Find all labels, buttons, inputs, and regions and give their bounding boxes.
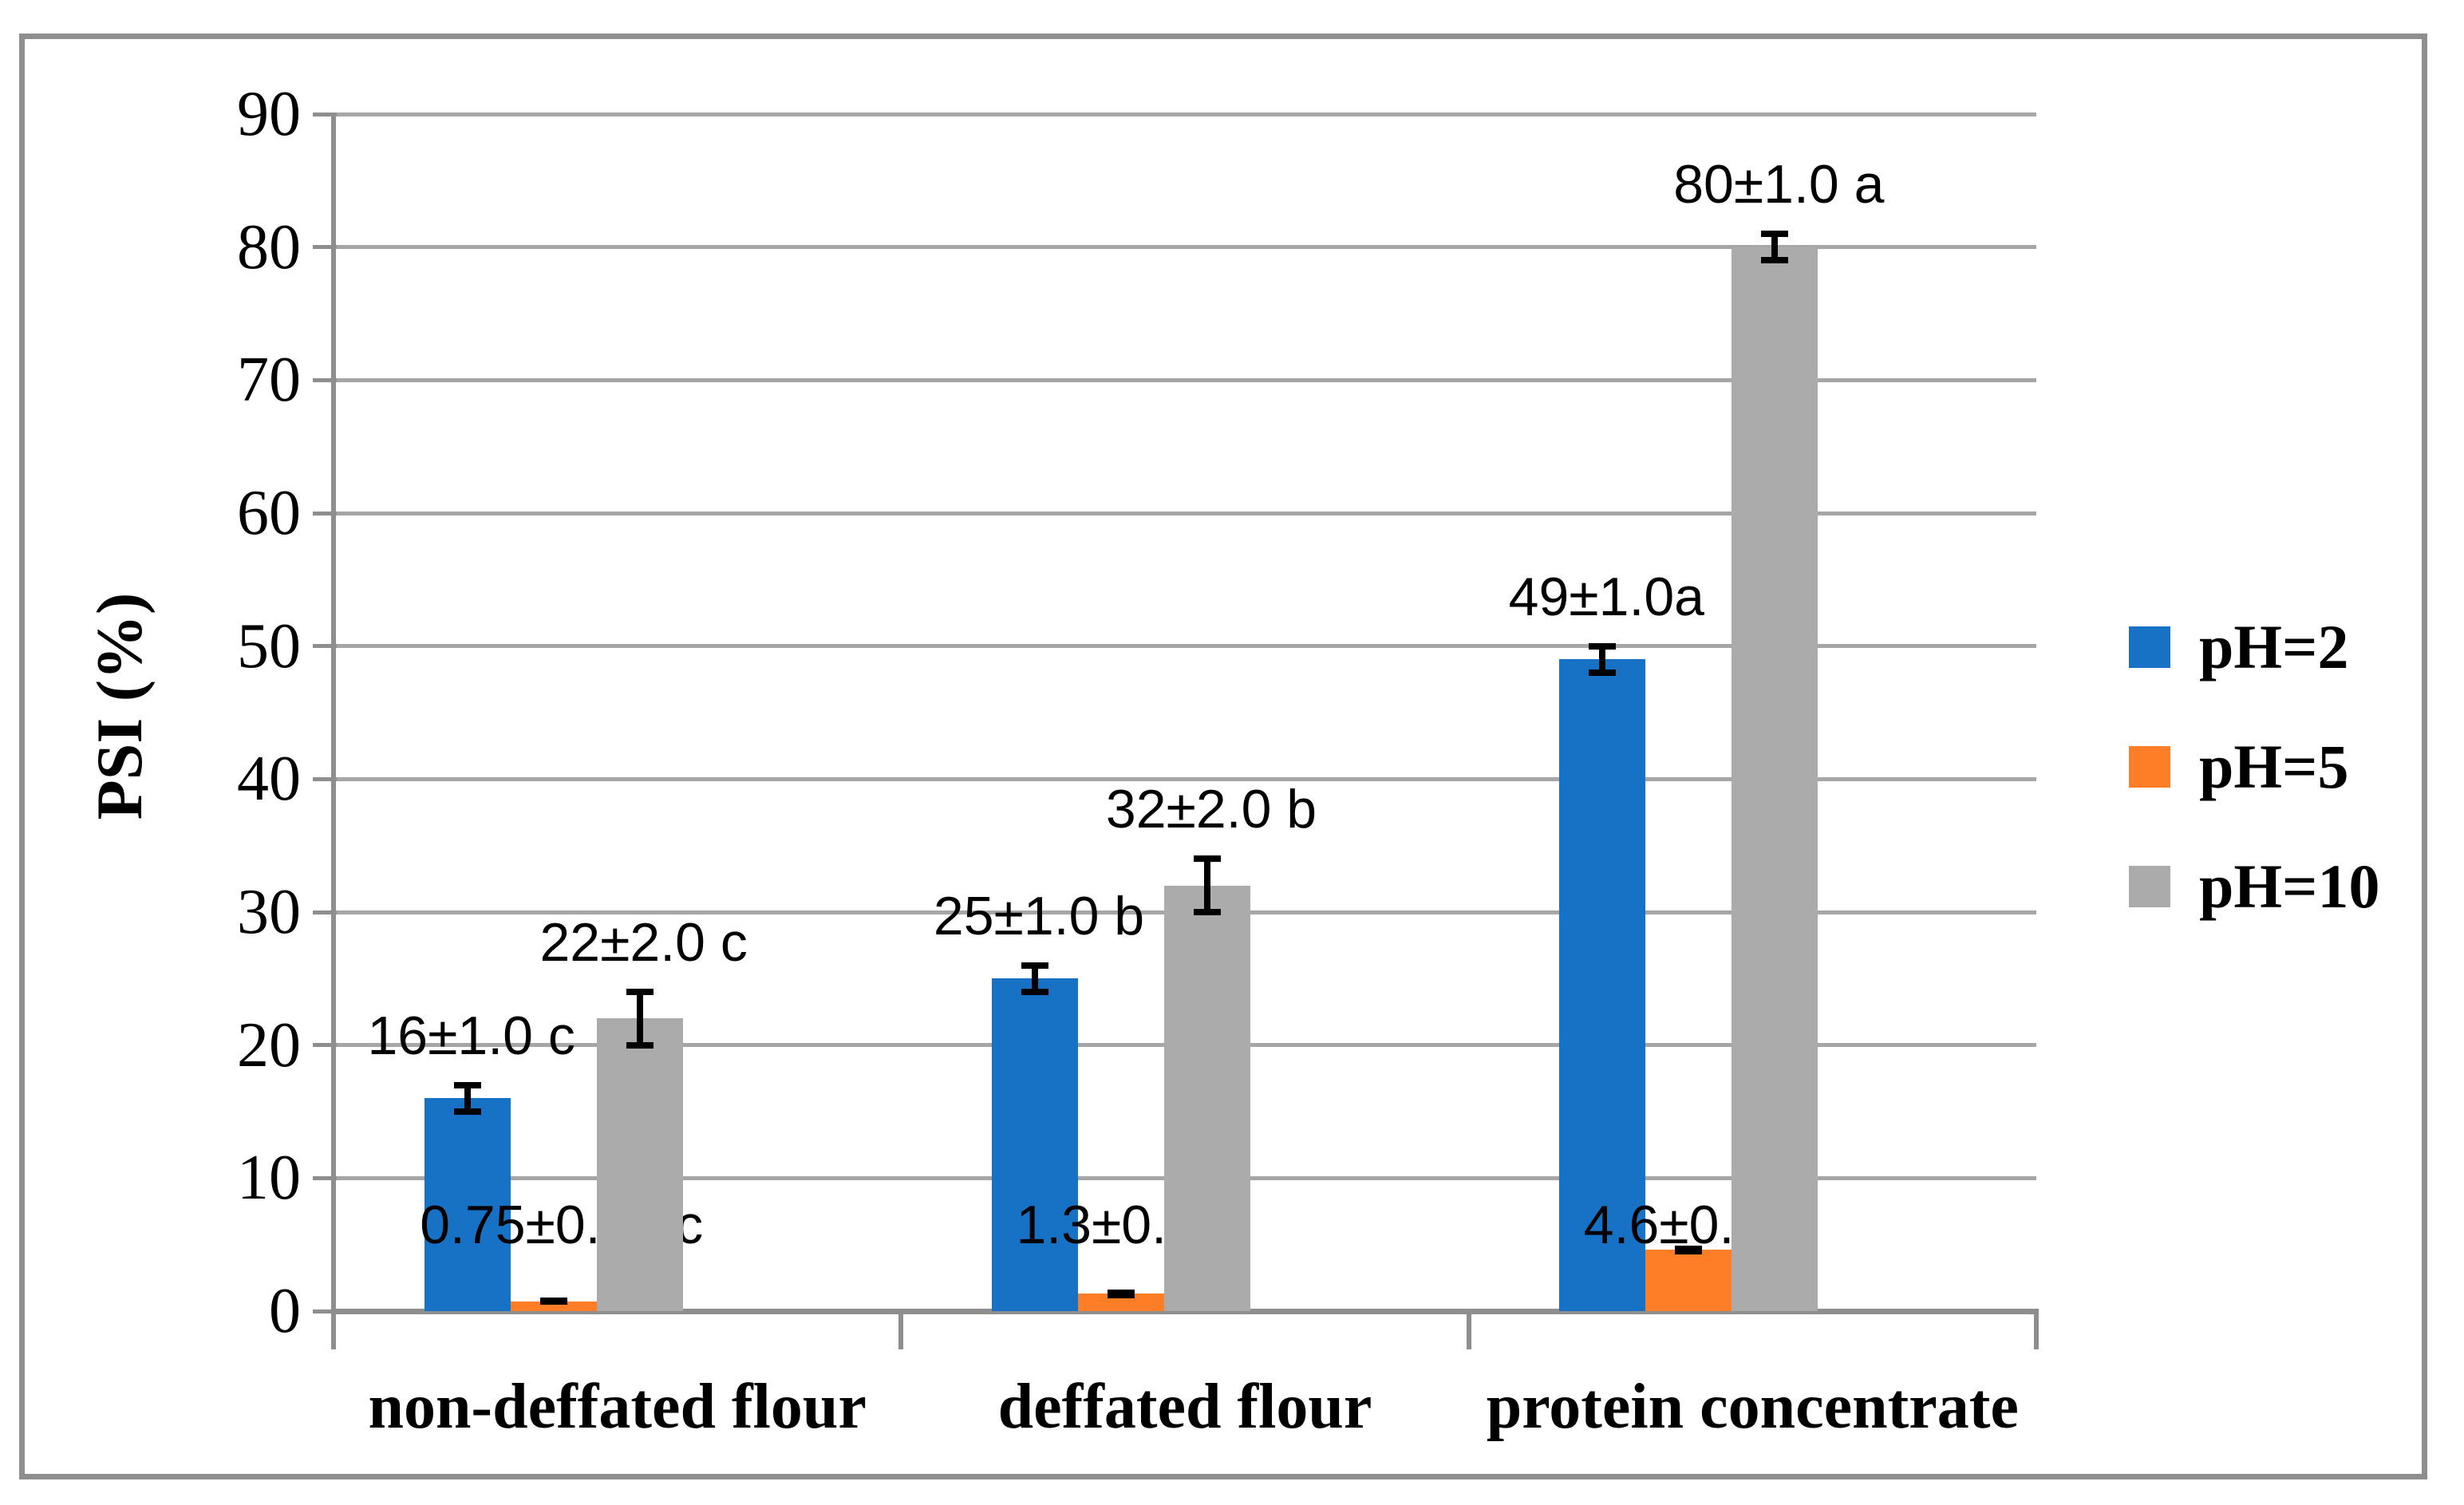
y-axis-tick [313, 644, 337, 649]
gridline [334, 511, 2036, 515]
bar-pH=10-1 [1164, 885, 1250, 1311]
y-axis-tick [313, 910, 337, 914]
error-bar-cap-top [1589, 642, 1617, 650]
error-bar-cap-bottom [626, 1041, 654, 1049]
error-bar-cap-bottom [1675, 1248, 1703, 1254]
y-tick-label: 50 [237, 610, 301, 681]
bar-pH=5-2 [1645, 1250, 1732, 1311]
gridline [334, 245, 2036, 250]
error-bar-cap-top [626, 989, 654, 995]
x-axis-tick [2034, 1311, 2039, 1349]
error-bar-cap-bottom [539, 1298, 567, 1305]
bar-pH=2-1 [992, 978, 1078, 1311]
y-axis-tick [313, 511, 337, 515]
category-label-1: deffated flour [997, 1372, 1372, 1442]
error-bar-whisker [464, 1084, 471, 1112]
x-axis-tick [898, 1311, 904, 1349]
error-bar-cap-bottom [453, 1108, 481, 1115]
error-bar-whisker [1032, 965, 1038, 992]
y-axis-tick [313, 112, 337, 117]
bar-data-label: 25±1.0 b [933, 885, 1145, 946]
error-bar-cap-top [1021, 962, 1048, 969]
bar-data-label: 32±2.0 b [1105, 779, 1317, 840]
bar-data-label: 80±1.0 a [1673, 154, 1885, 215]
bar-data-label: 22±2.0 c [539, 912, 748, 973]
gridline [334, 377, 2036, 382]
bar-pH=2-0 [424, 1098, 511, 1311]
legend-item-pH=10: pH=10 [2129, 855, 2380, 918]
y-tick-label: 80 [237, 211, 301, 282]
gridline [334, 776, 2036, 781]
legend-swatch [2129, 746, 2170, 788]
error-bar-cap-bottom [1108, 1292, 1135, 1298]
x-axis-tick [1466, 1311, 1471, 1349]
y-tick-label: 60 [237, 478, 301, 548]
legend-swatch [2129, 866, 2170, 907]
figure-frame [19, 34, 2427, 1479]
y-axis-tick [313, 377, 337, 382]
y-axis-tick [313, 776, 337, 781]
error-bar-whisker [636, 992, 643, 1045]
error-bar-cap-bottom [1589, 670, 1617, 676]
error-bar-cap-top [453, 1081, 481, 1088]
legend-item-pH=5: pH=5 [2129, 736, 2349, 798]
error-bar-whisker [1771, 234, 1779, 261]
y-axis-tick [313, 245, 337, 250]
error-bar-cap-top [1761, 231, 1789, 237]
error-bar-whisker [1204, 859, 1210, 912]
error-bar-cap-top [1194, 855, 1221, 863]
y-tick-label: 20 [237, 1009, 301, 1080]
bar-pH=10-2 [1732, 247, 1818, 1311]
y-tick-label: 30 [237, 877, 301, 947]
category-label-0: non-deffated flour [368, 1372, 867, 1442]
y-axis-tick [313, 1043, 337, 1048]
legend-swatch [2129, 626, 2170, 668]
y-axis-line [331, 113, 336, 1349]
bar-pH=10-0 [596, 1018, 683, 1311]
y-tick-label: 0 [269, 1276, 301, 1346]
error-bar-cap-bottom [1021, 989, 1048, 995]
y-tick-label: 10 [237, 1143, 301, 1214]
bar-data-label: 16±1.0 c [367, 1005, 575, 1066]
bar-pH=5-1 [1078, 1294, 1164, 1311]
legend-item-pH=2: pH=2 [2129, 616, 2349, 678]
bar-pH=2-2 [1559, 659, 1646, 1311]
error-bar-whisker [1599, 646, 1606, 673]
category-label-2: protein concentrate [1486, 1372, 2019, 1442]
x-axis-line [331, 1309, 2039, 1314]
error-bar-cap-bottom [1761, 257, 1789, 264]
error-bar-cap-bottom [1194, 909, 1221, 915]
gridline [334, 644, 2036, 649]
y-axis-tick [313, 1309, 337, 1313]
legend-label: pH=10 [2199, 851, 2380, 921]
y-tick-label: 70 [237, 345, 301, 416]
gridline [334, 112, 2036, 117]
y-tick-label: 90 [237, 79, 301, 149]
y-axis-tick [313, 1175, 337, 1180]
bar-data-label: 49±1.0a [1508, 566, 1704, 627]
legend-label: pH=5 [2199, 732, 2349, 801]
legend-label: pH=2 [2199, 612, 2349, 681]
bar-pH=5-0 [510, 1301, 597, 1311]
y-tick-label: 40 [237, 744, 301, 815]
